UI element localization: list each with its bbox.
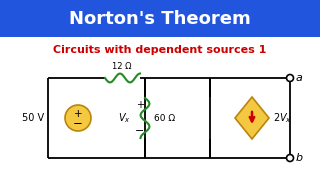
Circle shape: [286, 154, 293, 161]
Text: +: +: [74, 109, 82, 118]
Polygon shape: [235, 97, 269, 139]
Text: 60 Ω: 60 Ω: [154, 114, 175, 123]
Text: $2V_x$: $2V_x$: [273, 111, 292, 125]
Text: 50 V: 50 V: [22, 113, 44, 123]
Text: b: b: [296, 153, 303, 163]
Text: a: a: [296, 73, 303, 83]
Text: Norton's Theorem: Norton's Theorem: [69, 10, 251, 28]
Circle shape: [286, 75, 293, 82]
Text: 12 Ω: 12 Ω: [112, 62, 132, 71]
Text: −: −: [135, 126, 145, 136]
Text: +: +: [136, 100, 144, 110]
Bar: [0, 0, 320, 37]
Text: −: −: [73, 116, 83, 129]
Circle shape: [65, 105, 91, 131]
Text: $V_x$: $V_x$: [118, 111, 131, 125]
Text: Circuits with dependent sources 1: Circuits with dependent sources 1: [53, 45, 267, 55]
